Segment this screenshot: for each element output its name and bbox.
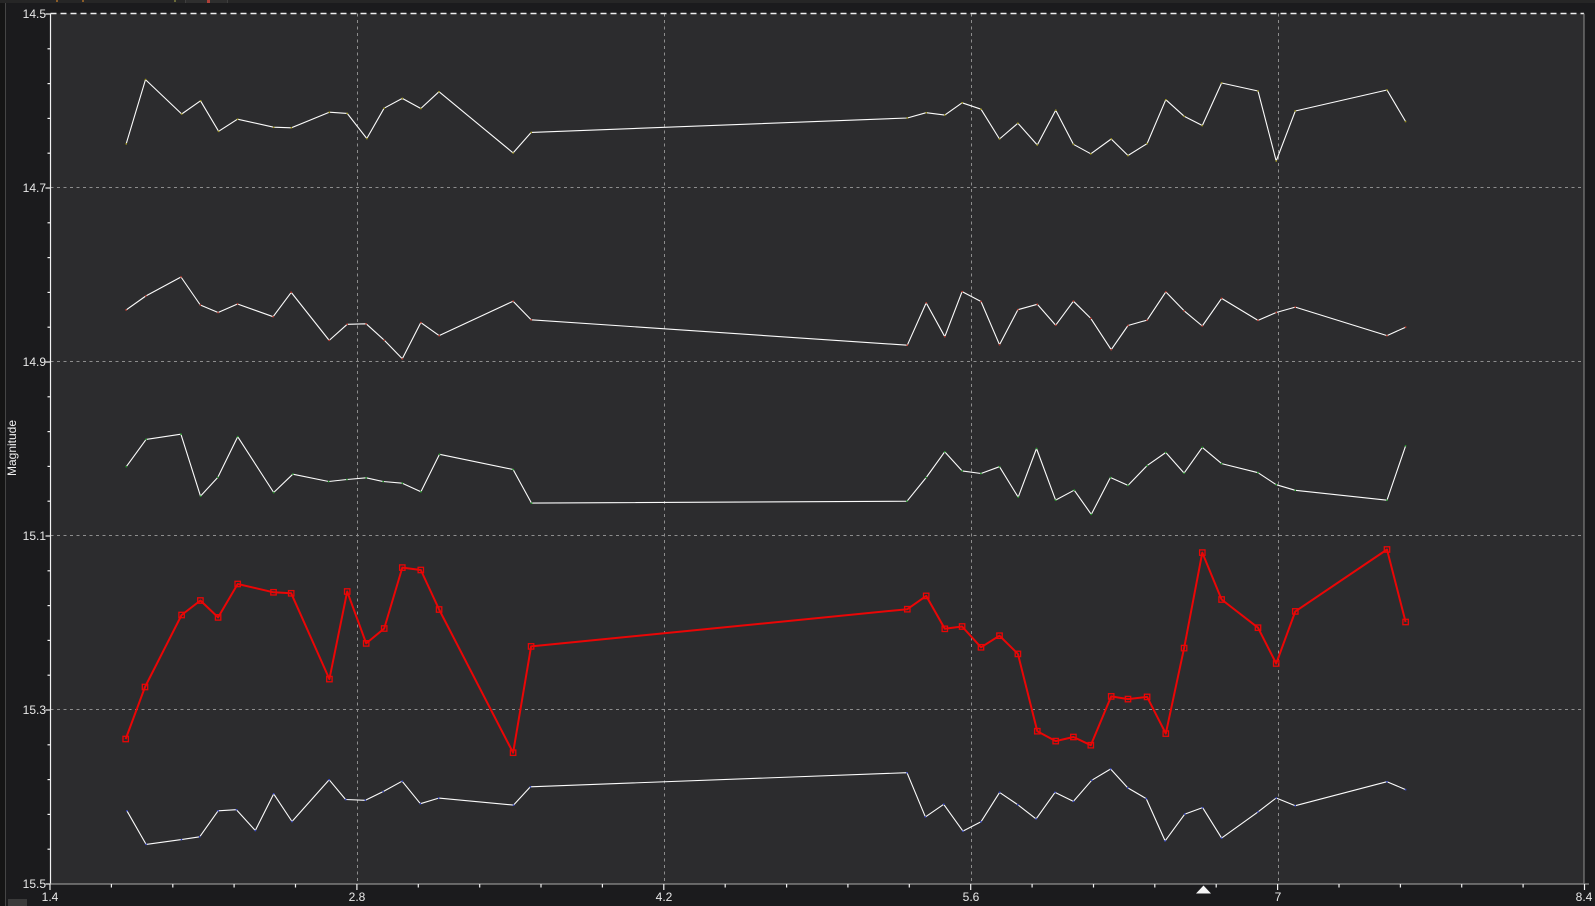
- svg-text:2.8: 2.8: [349, 890, 366, 904]
- svg-text:4.2: 4.2: [656, 890, 673, 904]
- svg-text:Magnitude: Magnitude: [5, 420, 19, 476]
- svg-text:8.4: 8.4: [1576, 890, 1593, 904]
- svg-text:15.3: 15.3: [23, 703, 47, 717]
- svg-text:7: 7: [1275, 890, 1282, 904]
- svg-text:15.5: 15.5: [23, 877, 47, 891]
- svg-text:1.4: 1.4: [42, 890, 59, 904]
- svg-text:14.7: 14.7: [23, 181, 47, 195]
- svg-text:15.1: 15.1: [23, 529, 47, 543]
- svg-text:14.5: 14.5: [23, 7, 47, 21]
- svg-text:5.6: 5.6: [963, 890, 980, 904]
- svg-text:14.9: 14.9: [23, 355, 47, 369]
